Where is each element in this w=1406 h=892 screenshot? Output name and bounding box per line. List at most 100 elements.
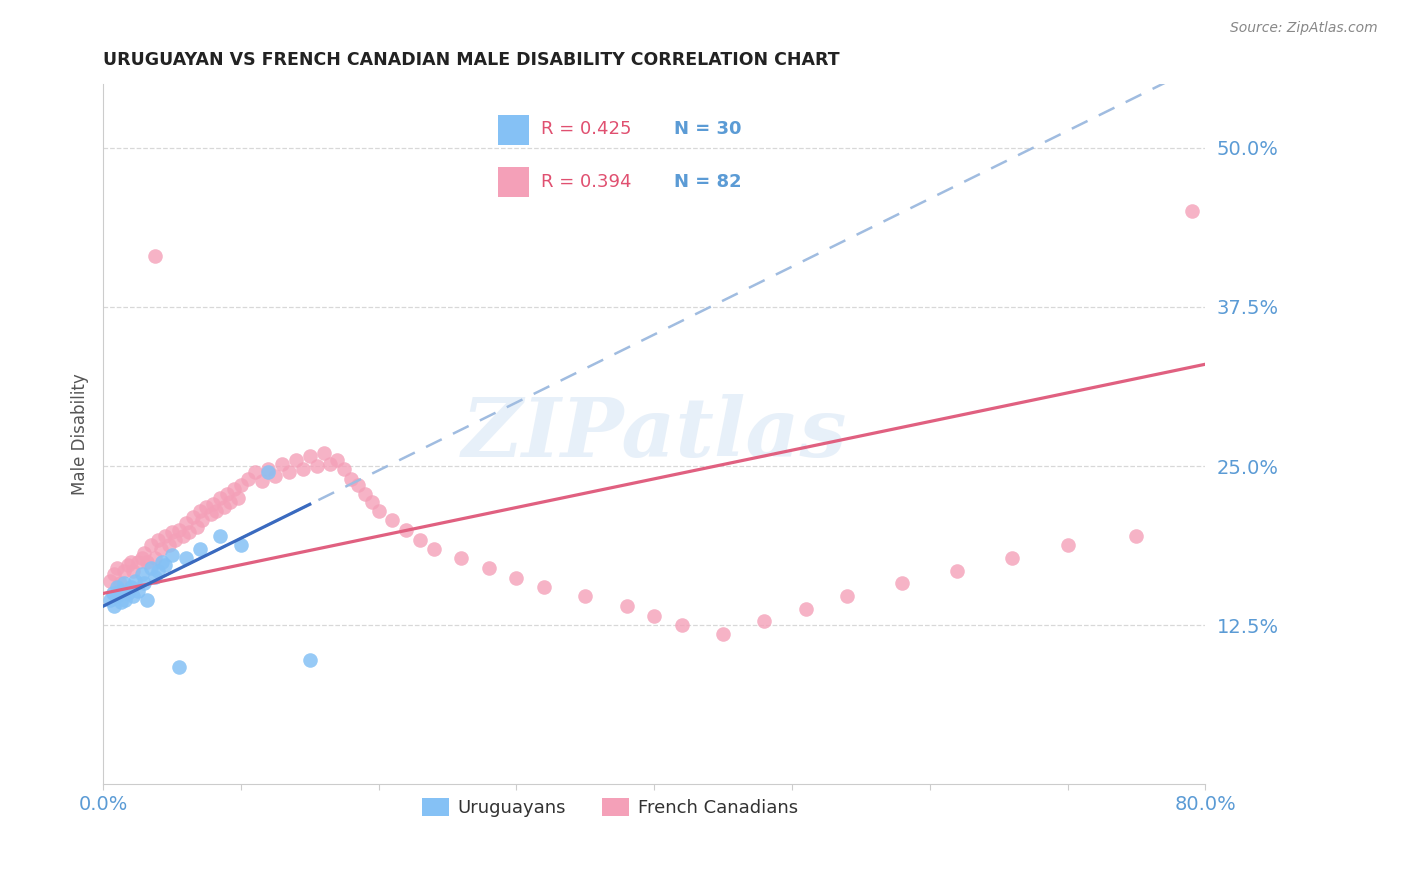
Point	[367, 504, 389, 518]
Text: URUGUAYAN VS FRENCH CANADIAN MALE DISABILITY CORRELATION CHART: URUGUAYAN VS FRENCH CANADIAN MALE DISABI…	[103, 51, 839, 69]
Point	[181, 510, 204, 524]
Point	[347, 478, 370, 492]
Point	[98, 574, 121, 588]
Point	[312, 446, 335, 460]
Legend: Uruguayans, French Canadians: Uruguayans, French Canadians	[415, 790, 806, 824]
Point	[271, 457, 294, 471]
Point	[278, 466, 301, 480]
Point	[319, 457, 342, 471]
Point	[257, 461, 280, 475]
Point	[711, 627, 734, 641]
Point	[141, 561, 163, 575]
Point	[298, 653, 321, 667]
Point	[172, 529, 194, 543]
Point	[226, 491, 249, 505]
Point	[160, 525, 183, 540]
Point	[153, 529, 176, 543]
Point	[209, 491, 232, 505]
Point	[214, 500, 236, 514]
Point	[131, 567, 153, 582]
Point	[120, 580, 142, 594]
Point	[643, 609, 665, 624]
Point	[174, 516, 197, 531]
Point	[124, 574, 146, 588]
Point	[264, 469, 287, 483]
Point	[395, 523, 418, 537]
Point	[354, 487, 377, 501]
Text: Source: ZipAtlas.com: Source: ZipAtlas.com	[1230, 21, 1378, 35]
Point	[574, 589, 596, 603]
Point	[754, 615, 776, 629]
Point	[209, 529, 232, 543]
Point	[112, 564, 135, 578]
Point	[218, 495, 240, 509]
Point	[450, 550, 472, 565]
Point	[946, 564, 969, 578]
Point	[188, 541, 211, 556]
Point	[134, 546, 156, 560]
Point	[167, 523, 190, 537]
Point	[145, 550, 167, 565]
Point	[533, 580, 555, 594]
Point	[1001, 550, 1024, 565]
Point	[150, 541, 173, 556]
Point	[145, 249, 167, 263]
Point	[136, 592, 159, 607]
Point	[381, 512, 404, 526]
Point	[360, 495, 382, 509]
Point	[285, 452, 308, 467]
Point	[333, 461, 356, 475]
Point	[794, 601, 817, 615]
Point	[186, 520, 208, 534]
Point	[145, 570, 167, 584]
Point	[101, 586, 124, 600]
Point	[202, 497, 225, 511]
Point	[891, 576, 914, 591]
Point	[671, 618, 693, 632]
Point	[120, 555, 142, 569]
Text: ZIPatlas: ZIPatlas	[461, 394, 846, 475]
Point	[148, 533, 170, 547]
Point	[217, 487, 239, 501]
Point	[423, 541, 446, 556]
Point	[305, 459, 328, 474]
Point	[127, 555, 149, 569]
Point	[326, 452, 349, 467]
Point	[114, 592, 136, 607]
Point	[1056, 538, 1078, 552]
Point	[108, 583, 131, 598]
Point	[103, 567, 125, 582]
Point	[117, 558, 139, 573]
Point	[148, 564, 170, 578]
Point	[229, 538, 252, 552]
Point	[141, 538, 163, 552]
Point	[136, 555, 159, 569]
Point	[205, 504, 228, 518]
Point	[105, 589, 128, 603]
Point	[160, 548, 183, 562]
Point	[98, 592, 121, 607]
Point	[122, 589, 145, 603]
Point	[177, 525, 200, 540]
Point	[112, 576, 135, 591]
Point	[200, 508, 222, 522]
Point	[340, 472, 363, 486]
Point	[298, 449, 321, 463]
Point	[222, 482, 245, 496]
Point	[188, 504, 211, 518]
Point	[167, 660, 190, 674]
Point	[122, 564, 145, 578]
Point	[1180, 204, 1202, 219]
Point	[174, 550, 197, 565]
Point	[105, 561, 128, 575]
Point	[108, 576, 131, 591]
Point	[150, 555, 173, 569]
Point	[110, 595, 132, 609]
Point	[134, 576, 156, 591]
Point	[257, 466, 280, 480]
Point	[127, 583, 149, 598]
Point	[616, 599, 638, 614]
Point	[835, 589, 858, 603]
Point	[131, 550, 153, 565]
Point	[505, 571, 527, 585]
